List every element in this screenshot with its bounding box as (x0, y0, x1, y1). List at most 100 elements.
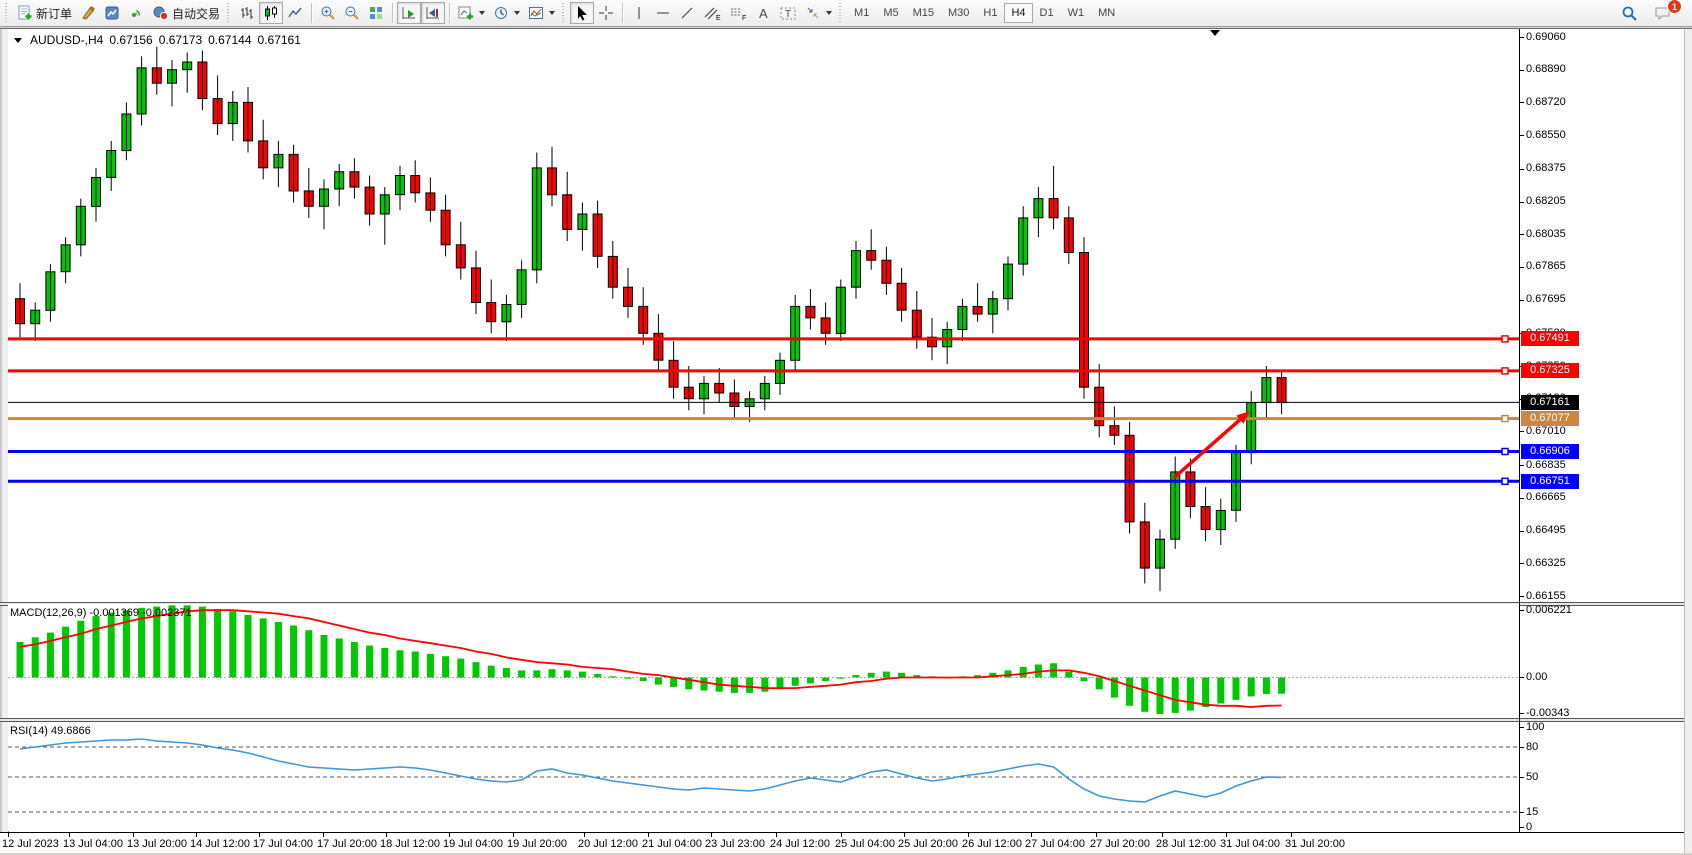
time-tick-label: 17 Jul 04:00 (253, 838, 313, 850)
auto-scroll-button[interactable] (397, 2, 422, 24)
timeframe-w1-button[interactable]: W1 (1061, 3, 1092, 23)
horizontal-line-icon (655, 5, 671, 21)
chevron-down-icon[interactable] (14, 37, 22, 43)
equidistant-channel-button[interactable]: E (699, 2, 725, 24)
level-price-box: 0.67491 (1521, 331, 1579, 346)
timeframe-m30-button[interactable]: M30 (941, 3, 976, 23)
cursor-button[interactable] (570, 2, 595, 24)
toolbar-separator (392, 3, 394, 23)
macd-label: MACD(12,26,9) -0.001369 -0.002371 (10, 607, 192, 619)
trendline-icon (679, 5, 695, 21)
crosshair-button[interactable] (594, 2, 618, 24)
level-price-box: 0.67325 (1521, 363, 1579, 378)
main-chart-canvas[interactable] (8, 29, 1519, 602)
macd-histogram-bar (670, 677, 678, 687)
time-tick-mark (513, 833, 514, 837)
macd-histogram-bar (1262, 677, 1270, 694)
close-value: 0.67161 (257, 33, 301, 47)
time-tick-mark (259, 833, 260, 837)
macd-panel[interactable] (8, 604, 1519, 718)
fibonacci-button[interactable]: F (725, 2, 751, 24)
zoom-in-button[interactable] (316, 2, 340, 24)
zoom-out-button[interactable] (340, 2, 364, 24)
timeframe-m1-button[interactable]: M1 (847, 3, 876, 23)
price-tick-mark (1519, 202, 1524, 203)
level-line-handle[interactable] (1501, 335, 1509, 343)
timeframe-m5-button[interactable]: M5 (876, 3, 905, 23)
price-tick-mark (1519, 596, 1524, 597)
toolbar-grip[interactable] (839, 3, 845, 23)
svg-text:F: F (742, 15, 746, 21)
time-tick-label: 27 Jul 04:00 (1025, 838, 1085, 850)
time-tick-mark (648, 833, 649, 837)
rsi-tick-mark (1519, 812, 1524, 813)
tile-windows-button[interactable] (364, 2, 388, 24)
chart-shift-icon (425, 5, 441, 21)
chart-shift-button[interactable] (421, 2, 446, 24)
toolbar-grip[interactable] (227, 3, 233, 23)
vertical-line-button[interactable] (627, 2, 651, 24)
bar-chart-button[interactable] (235, 2, 259, 24)
chart-shift-marker[interactable] (1210, 30, 1220, 36)
candlestick-icon (263, 5, 279, 21)
trendline-button[interactable] (675, 2, 699, 24)
timeframe-d1-button[interactable]: D1 (1033, 3, 1061, 23)
text-label-button[interactable]: T (775, 2, 801, 24)
profiles-button[interactable] (100, 2, 124, 24)
time-tick-label: 13 Jul 20:00 (127, 838, 187, 850)
panel-splitter[interactable] (0, 718, 1692, 722)
time-axis[interactable]: 12 Jul 2023 13 Jul 04:00 13 Jul 20:00 14 Ju… (0, 832, 1692, 854)
search-button[interactable] (1617, 2, 1642, 24)
notifications-button[interactable]: 1 (1650, 0, 1682, 24)
templates-button[interactable] (524, 2, 559, 24)
macd-histogram-bar (898, 672, 906, 678)
toolbar-grip[interactable] (562, 3, 568, 23)
macd-histogram-bar (183, 605, 191, 678)
time-tick-label: 24 Jul 12:00 (770, 838, 830, 850)
signals-button[interactable] (124, 2, 148, 24)
macd-histogram-bar (1278, 677, 1286, 694)
macd-histogram-bar (837, 677, 845, 679)
auto-trading-button[interactable]: 自动交易 (148, 2, 224, 24)
periods-button[interactable] (489, 2, 524, 24)
macd-histogram-bar (654, 677, 662, 685)
price-tick-label: 0.68890 (1526, 63, 1566, 75)
rsi-panel[interactable] (8, 722, 1519, 831)
horizontal-line-button[interactable] (651, 2, 675, 24)
timeframe-h1-button[interactable]: H1 (976, 3, 1004, 23)
level-line-handle[interactable] (1501, 477, 1509, 486)
new-order-button[interactable]: 新订单 (13, 2, 76, 24)
chart-window: AUDUSD-,H4 0.67156 0.67173 0.67144 0.671… (0, 28, 1692, 855)
trend-arrow-head[interactable] (1236, 411, 1250, 424)
time-tick-mark (133, 833, 134, 837)
open-value: 0.67156 (109, 33, 153, 47)
timeframe-h4-button[interactable]: H4 (1004, 3, 1033, 23)
level-line-handle[interactable] (1501, 367, 1509, 375)
styler-crayon-button[interactable] (76, 2, 100, 24)
time-tick-label: 18 Jul 12:00 (380, 838, 440, 850)
auto-scroll-icon (401, 5, 417, 21)
timeframe-mn-button[interactable]: MN (1091, 3, 1122, 23)
line-chart-button[interactable] (283, 2, 307, 24)
arrows-button[interactable] (801, 2, 836, 24)
macd-histogram-bar (882, 671, 890, 678)
macd-histogram-bar (974, 675, 982, 678)
macd-histogram-bar (1080, 677, 1088, 681)
text-button[interactable]: A (751, 2, 775, 24)
candlestick-chart-button[interactable] (259, 2, 284, 24)
level-line-handle[interactable] (1501, 447, 1509, 456)
macd-histogram-bar (229, 611, 237, 678)
time-tick-mark (841, 833, 842, 837)
candle-wicks (19, 46, 1283, 592)
trend-arrow[interactable] (1172, 418, 1242, 480)
price-tick-label: 0.67010 (1526, 425, 1566, 437)
level-line-handle[interactable] (1501, 414, 1509, 423)
time-tick-label: 19 Jul 04:00 (443, 838, 503, 850)
toolbar-grip[interactable] (5, 3, 10, 23)
low-value: 0.67144 (208, 33, 252, 47)
indicators-button[interactable] (454, 2, 489, 24)
timeframe-m15-button[interactable]: M15 (906, 3, 941, 23)
rsi-value: 49.6866 (50, 725, 91, 737)
macd-histogram-bar (533, 670, 541, 678)
toolbar-separator (311, 3, 313, 23)
